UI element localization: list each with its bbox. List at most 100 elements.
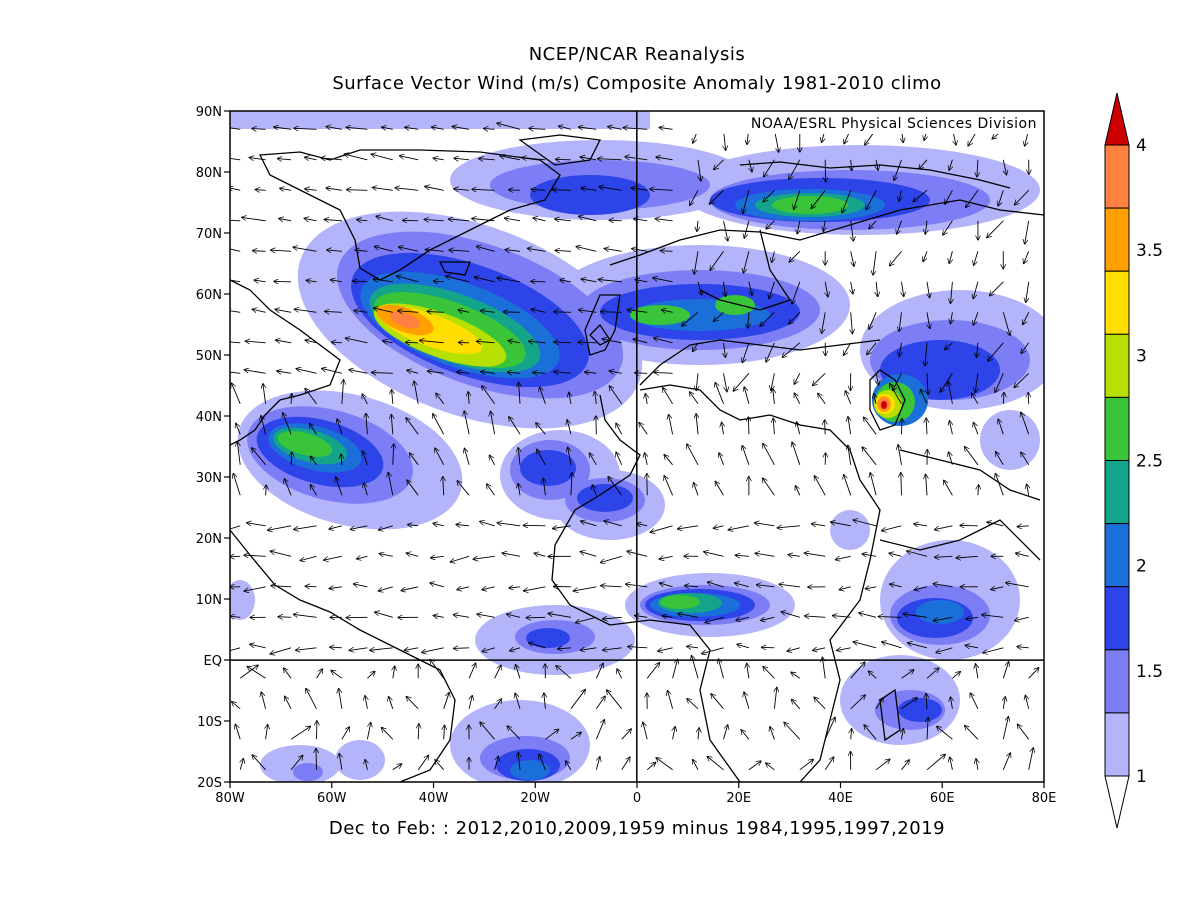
wind-arrow	[831, 522, 851, 527]
wind-arrow	[1016, 553, 1029, 556]
wind-arrow	[285, 479, 292, 496]
wind-arrow	[1028, 393, 1029, 404]
wind-arrow	[316, 749, 317, 770]
wind-arrow	[230, 556, 241, 557]
wind-arrow	[374, 308, 393, 313]
wind-arrow	[805, 553, 826, 557]
wind-arrow	[658, 647, 673, 651]
wind-arrow	[873, 251, 877, 274]
lat-tick-label: 20N	[196, 532, 222, 547]
wind-arrow	[430, 660, 445, 679]
wind-arrow	[449, 250, 470, 251]
wind-arrow	[254, 280, 266, 282]
wind-arrow	[864, 418, 877, 435]
wind-arrow	[653, 278, 673, 283]
wind-arrow	[705, 616, 724, 622]
wind-arrow	[602, 339, 622, 344]
wind-arrow	[696, 373, 698, 390]
wind-arrow	[915, 587, 928, 590]
wind-arrow	[766, 220, 775, 229]
wind-arrow	[537, 450, 546, 466]
wind-arrow	[836, 555, 851, 559]
wind-arrow	[407, 370, 419, 373]
wind-arrow	[927, 718, 928, 740]
wind-arrow	[507, 614, 521, 617]
wind-arrow	[748, 761, 761, 771]
colorbar-swatch	[1104, 144, 1130, 209]
wind-arrow	[610, 371, 622, 373]
wind-arrow	[533, 218, 546, 221]
wind-arrow	[902, 419, 903, 435]
wind-arrow	[948, 382, 953, 404]
wind-arrow	[656, 157, 673, 160]
wind-arrow	[497, 123, 521, 130]
wind-arrow	[420, 340, 444, 342]
wind-arrow	[306, 586, 317, 587]
wind-arrow	[743, 251, 750, 272]
wind-arrow	[324, 555, 342, 560]
wind-arrow	[545, 730, 558, 740]
wind-arrow	[818, 394, 826, 405]
wind-arrow	[899, 190, 902, 201]
wind-arrow	[389, 697, 394, 709]
wind-arrow	[965, 447, 979, 466]
wind-arrow	[879, 617, 902, 618]
wind-arrow	[261, 692, 267, 709]
wind-arrow	[337, 419, 343, 435]
wind-arrow	[291, 452, 292, 465]
wind-arrow	[422, 647, 444, 653]
wind-arrow	[1015, 189, 1030, 204]
wind-arrow	[252, 309, 266, 312]
wind-arrow	[908, 643, 928, 649]
wind-arrow	[509, 190, 521, 191]
wind-arrow	[949, 159, 952, 170]
wind-arrow	[901, 698, 918, 710]
wind-arrow	[518, 448, 520, 465]
wind-arrow	[451, 555, 470, 562]
wind-arrow	[623, 128, 648, 130]
wind-arrow	[453, 127, 470, 130]
wind-arrow	[505, 218, 521, 221]
wind-arrow	[347, 127, 368, 129]
wind-arrow	[376, 216, 393, 222]
wind-arrow	[518, 753, 520, 770]
wind-arrow	[285, 697, 292, 710]
wind-arrow	[643, 722, 648, 740]
wind-arrow	[261, 416, 267, 435]
wind-arrow	[747, 664, 749, 679]
wind-arrow	[230, 341, 241, 344]
wind-arrow	[687, 646, 699, 647]
wind-arrow	[724, 342, 726, 357]
wind-arrow	[943, 220, 953, 235]
wind-arrow	[366, 414, 368, 435]
wind-arrow	[341, 727, 349, 740]
credit-box	[682, 112, 1042, 134]
wind-arrow	[410, 453, 419, 466]
lat-tick-label: 10N	[196, 593, 222, 608]
wind-arrow	[690, 190, 699, 205]
wind-arrow	[357, 220, 368, 221]
wind-arrow	[480, 722, 495, 740]
wind-arrow	[590, 453, 597, 466]
wind-arrow	[660, 583, 673, 588]
wind-arrow	[603, 617, 622, 619]
wind-arrow	[570, 690, 585, 710]
wind-arrow	[742, 446, 750, 465]
wind-arrow	[540, 387, 546, 404]
wind-arrow	[1002, 312, 1010, 335]
wind-arrow	[477, 246, 495, 252]
wind-arrow	[270, 647, 292, 654]
wind-arrow	[805, 616, 826, 617]
wind-arrow	[443, 477, 444, 496]
wind-arrow	[773, 419, 774, 435]
wind-arrow	[637, 524, 648, 526]
wind-arrow	[494, 757, 499, 770]
wind-arrow	[351, 525, 368, 530]
wind-arrow	[814, 697, 826, 710]
wind-arrow	[252, 755, 266, 771]
wind-arrow	[595, 757, 600, 770]
wind-arrow	[433, 414, 445, 435]
wind-arrow	[837, 648, 851, 651]
wind-arrow	[875, 698, 883, 710]
wind-arrow	[673, 727, 676, 740]
